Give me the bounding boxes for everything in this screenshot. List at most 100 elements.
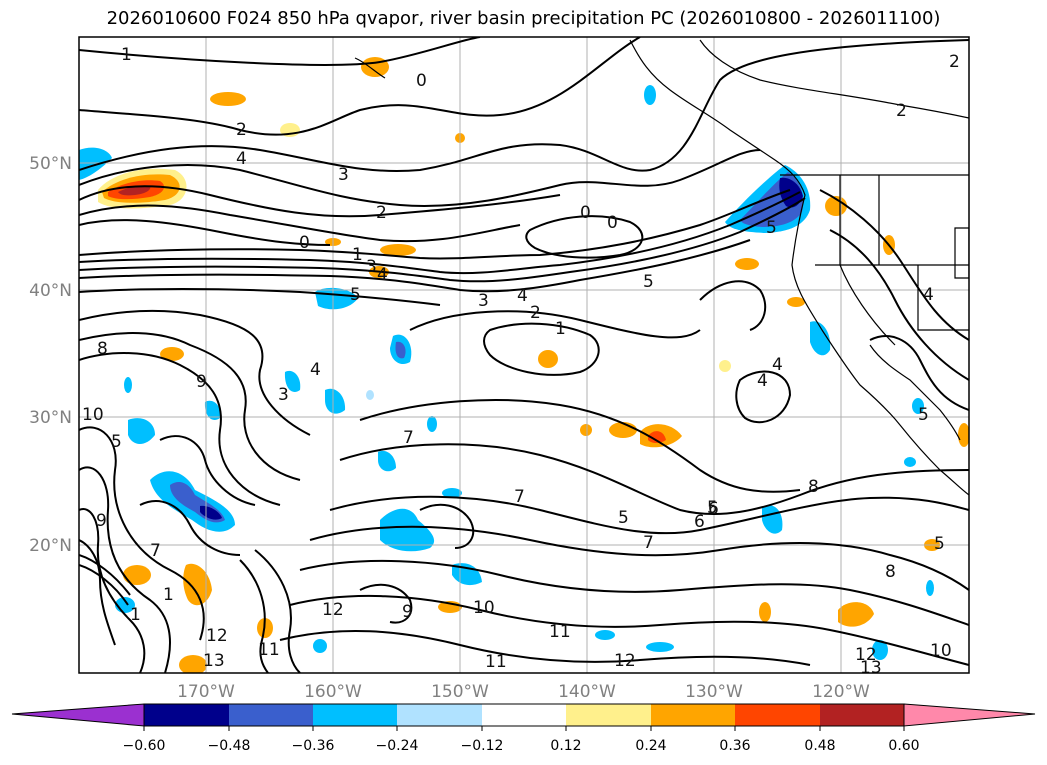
colorbar-segment — [397, 704, 482, 726]
contour-label: 12 — [322, 600, 344, 620]
colorbar-label: −0.12 — [461, 738, 504, 754]
shade-blue-2n — [395, 341, 406, 359]
contour-label: 0 — [299, 233, 310, 253]
shade-patch-1 — [210, 92, 246, 106]
shade-blue-12 — [284, 370, 301, 392]
contour-label: 13 — [860, 658, 882, 678]
colorbar-label: −0.60 — [123, 738, 166, 754]
shade-patch-12 — [735, 258, 759, 270]
contour-label: 3 — [366, 257, 377, 277]
shade-patch-15 — [719, 360, 731, 372]
colorbar-segment — [820, 704, 904, 726]
shade-blue-11 — [204, 400, 221, 421]
shade-blue-23 — [904, 457, 916, 467]
contour-label: 2 — [530, 303, 541, 323]
shade-blue-24 — [366, 390, 374, 400]
lon-label: 150°W — [431, 682, 489, 702]
shade-patch-4 — [380, 244, 416, 256]
qvapor-contours — [79, 37, 969, 673]
contour-label: 4 — [923, 285, 934, 305]
lon-label: 130°W — [685, 682, 743, 702]
lat-label: 40°N — [29, 281, 72, 301]
contour-label: 1 — [163, 585, 174, 605]
contour-label: 8 — [97, 339, 108, 359]
contour-label: 5 — [934, 534, 945, 554]
shade-blue-9 — [325, 388, 346, 414]
shade-patch-23 — [179, 655, 207, 673]
contour-label: 1 — [555, 319, 566, 339]
contour-label: 9 — [402, 602, 413, 622]
precip-shading — [79, 57, 969, 673]
contour-label: 5 — [918, 405, 929, 425]
contour-label: 11 — [258, 640, 280, 660]
contour-label: 7 — [514, 487, 525, 507]
map-frame — [78, 36, 970, 674]
contour-label: 5 — [618, 508, 629, 528]
contour-label: 5 — [350, 285, 361, 305]
shade-patch-17 — [123, 565, 151, 585]
shade-patch-10r — [648, 431, 666, 443]
colorbar: −0.60 −0.48 −0.36 −0.24 −0.12 0.12 0.24 … — [11, 703, 1036, 754]
contour-label: 2 — [236, 120, 247, 140]
latitude-labels: 50°N 40°N 30°N 20°N — [29, 154, 72, 556]
contour-label: 3 — [338, 165, 349, 185]
colorbar-label: −0.24 — [376, 738, 419, 754]
contour-label: 12 — [614, 651, 636, 671]
contour-label: 1 — [352, 245, 363, 265]
contour-label: 9 — [96, 511, 107, 531]
lon-label: 170°W — [177, 682, 235, 702]
shade-blue-3 — [810, 321, 831, 356]
contour-label: 11 — [549, 622, 571, 642]
shade-blue-10 — [378, 450, 396, 472]
shade-patch-7 — [538, 350, 558, 368]
colorbar-segment — [313, 704, 397, 726]
shade-patch-14 — [787, 297, 805, 307]
colorbar-label: 0.24 — [635, 738, 666, 754]
lon-label: 160°W — [304, 682, 362, 702]
shade-patch-25 — [958, 423, 969, 447]
colorbar-segment — [651, 704, 735, 726]
shade-blue-8 — [128, 418, 155, 445]
shade-blue-19 — [313, 639, 327, 653]
shade-patch-2 — [361, 57, 389, 77]
colorbar-segment — [229, 704, 313, 726]
contour-label: 4 — [310, 360, 321, 380]
colorbar-segment — [566, 704, 651, 726]
lat-label: 50°N — [29, 154, 72, 174]
lon-label: 120°W — [812, 682, 870, 702]
contour-label: 10 — [82, 405, 104, 425]
colorbar-label: 0.60 — [888, 738, 919, 754]
contour-label: 3 — [478, 291, 489, 311]
lat-label: 20°N — [29, 536, 72, 556]
contour-label: 5 — [111, 432, 122, 452]
contour-label: 10 — [930, 641, 952, 661]
shade-blue-22 — [912, 398, 924, 414]
shade-blue-15 — [427, 416, 437, 432]
contour-label: 8 — [808, 477, 819, 497]
shade-patch-20 — [759, 602, 771, 622]
contour-label: 11 — [485, 652, 507, 672]
contour-label: 12 — [855, 645, 877, 665]
coastlines — [354, 39, 969, 496]
contour-label: 0 — [416, 71, 427, 91]
map-title: 2026010600 F024 850 hPa qvapor, river ba… — [106, 8, 941, 29]
colorbar-extend-left — [11, 703, 145, 727]
contour-label: 0 — [607, 213, 618, 233]
shade-blue-16 — [595, 630, 615, 640]
shade-blue-25 — [124, 377, 132, 393]
colorbar-label: 0.12 — [550, 738, 581, 754]
longitude-labels: 170°W 160°W 150°W 140°W 130°W 120°W — [177, 682, 870, 702]
contour-label: 4 — [517, 286, 528, 306]
lat-label: 30°N — [29, 408, 72, 428]
contour-label: 7 — [403, 428, 414, 448]
shade-blue-18 — [872, 640, 888, 660]
shade-blue-21 — [926, 580, 934, 596]
lon-label: 140°W — [558, 682, 616, 702]
shade-blue-17 — [646, 642, 674, 652]
colorbar-segment — [482, 704, 566, 726]
shade-blue-13 — [442, 488, 462, 498]
contour-label: 5 — [766, 218, 777, 238]
colorbar-label: 0.36 — [719, 738, 750, 754]
contour-label: 13 — [203, 651, 225, 671]
